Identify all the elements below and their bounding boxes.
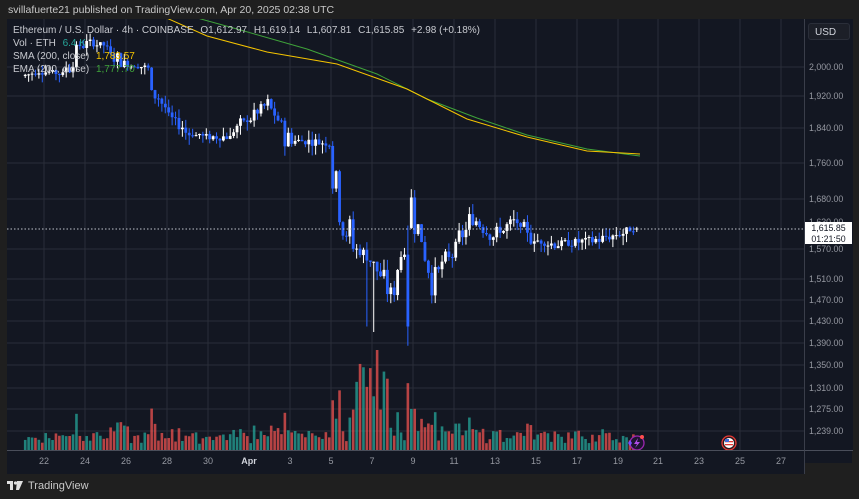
legend-volume-row[interactable]: Vol · ETH 6.4 K [13,37,480,50]
legend-sma-row[interactable]: SMA (200, close) 1,783.57 [13,50,480,63]
time-tick-label: 9 [410,456,416,466]
price-tick-label: 1,470.00 [809,295,844,305]
price-tick-label: 2,000.00 [809,62,844,72]
time-tick-label: 15 [530,456,542,466]
price-tick-label: 1,430.00 [809,316,844,326]
time-tick-label: 24 [79,456,91,466]
time-tick-label: 13 [489,456,501,466]
price-tick-label: 1,275.00 [809,404,844,414]
time-tick-label: 7 [369,456,375,466]
candlesticks [23,33,639,346]
volume-value: 6.4 K [62,38,86,49]
lightning-event-icon[interactable] [628,435,645,450]
event-markers[interactable] [628,435,737,450]
axis-corner [804,450,853,474]
current-price-label: 1,615.85 01:21:50 [805,222,852,244]
published-line: svillafuerte21 published on TradingView.… [8,4,335,16]
time-tick-label: 22 [38,456,50,466]
time-tick-label: 28 [161,456,173,466]
ema-value: 1,777.70 [95,64,135,75]
chart-legend: Ethereum / U.S. Dollar · 4h · COINBASE O… [13,24,480,76]
ema-label: EMA (200, close) [13,64,90,75]
time-tick-label: 30 [202,456,214,466]
time-tick-label: 3 [287,456,293,466]
ohlc-close: C1,615.85 [358,25,405,36]
us-flag-event-icon[interactable] [721,435,737,450]
legend-symbol-row[interactable]: Ethereum / U.S. Dollar · 4h · COINBASE O… [13,24,480,37]
volume-bars [23,350,639,450]
time-tick-label: 21 [652,456,664,466]
ohlc-open: O1,612.97 [200,25,248,36]
price-tick-label: 1,570.00 [809,244,844,254]
price-tick-label: 1,310.00 [809,383,844,393]
time-tick-label: 11 [449,456,459,466]
time-tick-label: 5 [328,456,334,466]
price-tick-label: 1,350.00 [809,360,844,370]
price-chart-canvas[interactable] [7,19,804,450]
grid-lines [7,19,804,450]
time-tick-label: 17 [571,456,583,466]
time-axis[interactable]: 22 24 26 28 30 Apr 3 5 7 9 11 13 15 17 19 21 23 25 27 [7,450,804,474]
plot-area[interactable]: Ethereum / U.S. Dollar · 4h · COINBASE O… [7,19,804,450]
sma-line [167,19,641,155]
current-price: 1,615.85 [811,223,846,233]
sma-value: 1,783.57 [95,51,135,62]
footer-brand: TradingView [7,478,89,494]
price-tick-label: 1,239.00 [809,426,844,436]
chart-container[interactable]: Ethereum / U.S. Dollar · 4h · COINBASE O… [7,19,853,474]
symbol-title[interactable]: Ethereum / U.S. Dollar · 4h · COINBASE [13,25,194,36]
price-axis[interactable]: USD 2,000.00 1,920.00 1,840.00 1,760.00 1,68… [804,19,853,450]
legend-ema-row[interactable]: EMA (200, close) 1,777.70 [13,63,480,76]
time-tick-label: 23 [693,456,705,466]
time-tick-label: Apr [241,456,257,466]
currency-button[interactable]: USD [808,23,850,40]
ohlc-low: L1,607.81 [306,25,352,36]
time-tick-label: 26 [120,456,132,466]
time-tick-label: 19 [612,456,624,466]
footer-brand-text: TradingView [28,480,89,492]
ohlc-change: +2.98 (+0.18%) [411,25,480,36]
price-tick-label: 1,840.00 [809,123,844,133]
price-tick-label: 1,680.00 [809,194,844,204]
price-tick-label: 1,510.00 [809,274,844,284]
price-tick-label: 1,760.00 [809,158,844,168]
time-tick-label: 25 [734,456,746,466]
sma-label: SMA (200, close) [13,51,90,62]
time-tick-label: 27 [775,456,787,466]
ohlc-high: H1,619.14 [253,25,301,36]
price-tick-label: 1,390.00 [809,338,844,348]
tradingview-logo-icon [7,481,23,490]
volume-label: Vol · ETH [13,38,56,49]
price-tick-label: 1,920.00 [809,91,844,101]
bar-countdown: 01:21:50 [811,233,846,244]
